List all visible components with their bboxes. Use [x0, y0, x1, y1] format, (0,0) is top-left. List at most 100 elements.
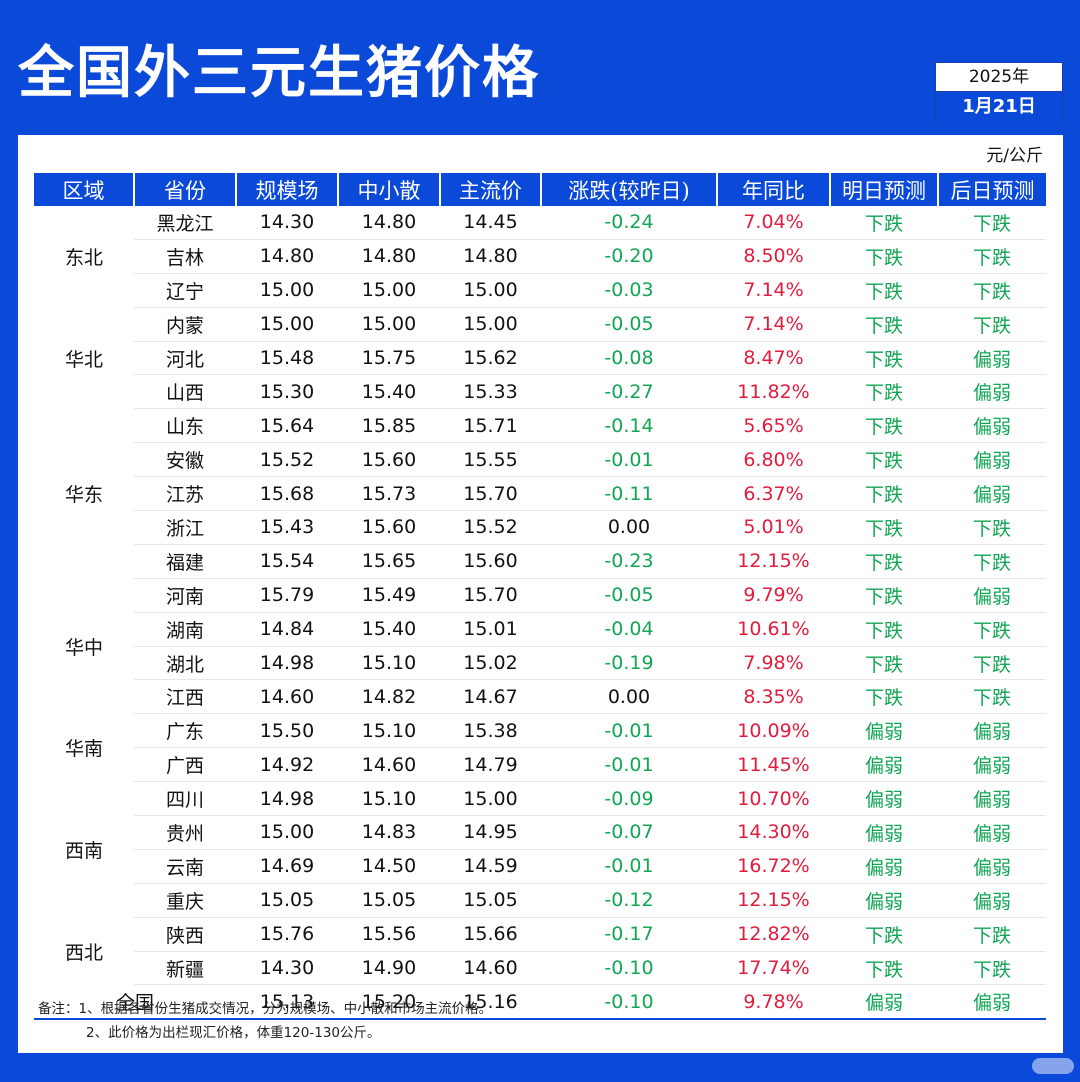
price-cell: 15.54	[236, 544, 338, 579]
price-cell: 14.98	[236, 646, 338, 681]
province-cell: 吉林	[134, 239, 236, 274]
column-header: 中小散	[338, 173, 441, 206]
yoy-cell: 9.79%	[717, 578, 830, 613]
forecast-after-cell: 下跌	[938, 239, 1046, 274]
table-row: 西北 陕西 15.76 15.56 15.66 -0.17 12.82% 下跌 下跌	[34, 917, 1046, 964]
change-cell: -0.01	[541, 747, 717, 783]
yoy-cell: 11.82%	[717, 374, 830, 410]
price-cell: 14.80	[338, 206, 440, 240]
price-cell: 14.80	[338, 239, 440, 274]
price-cell: 15.62	[440, 341, 541, 376]
province-cell: 新疆	[134, 951, 236, 986]
change-cell: 0.00	[541, 679, 717, 715]
price-cell: 15.00	[440, 781, 541, 817]
change-cell: -0.01	[541, 849, 717, 884]
forecast-tomorrow-cell: 下跌	[830, 273, 938, 308]
yoy-cell: 10.70%	[717, 781, 830, 817]
price-cell: 15.02	[440, 646, 541, 681]
yoy-cell: 10.61%	[717, 612, 830, 647]
forecast-after-cell: 偏弱	[938, 442, 1046, 478]
price-cell: 14.95	[440, 815, 541, 850]
price-cell: 15.49	[338, 578, 440, 613]
forecast-after-cell: 下跌	[938, 646, 1046, 681]
forecast-tomorrow-cell: 下跌	[830, 951, 938, 986]
price-cell: 15.52	[440, 510, 541, 545]
price-cell: 15.52	[236, 442, 338, 478]
date-box: 2025年 1月21日	[935, 62, 1063, 122]
change-cell: -0.07	[541, 815, 717, 850]
price-cell: 15.79	[236, 578, 338, 613]
forecast-after-cell: 偏弱	[938, 984, 1046, 1021]
national-label: 全国	[34, 984, 236, 1021]
price-cell: 15.00	[440, 273, 541, 308]
price-cell: 15.43	[236, 510, 338, 545]
price-cell: 15.60	[338, 442, 440, 478]
watermark-badge	[1032, 1058, 1074, 1074]
table-row: 河北 15.48 15.75 15.62 -0.08 8.47% 下跌 偏弱	[34, 341, 1046, 376]
table-row: 辽宁 15.00 15.00 15.00 -0.03 7.14% 下跌 下跌	[34, 273, 1046, 308]
forecast-after-cell: 偏弱	[938, 713, 1046, 749]
table-row: 湖南 14.84 15.40 15.01 -0.04 10.61% 下跌 下跌	[34, 612, 1046, 647]
table-row: 新疆 14.30 14.90 14.60 -0.10 17.74% 下跌 下跌	[34, 951, 1046, 986]
yoy-cell: 8.50%	[717, 239, 830, 274]
price-cell: 15.70	[440, 578, 541, 613]
province-cell: 安徽	[134, 442, 236, 478]
forecast-tomorrow-cell: 下跌	[830, 307, 938, 342]
price-cell: 15.05	[440, 883, 541, 918]
region-cell: 西北	[64, 941, 103, 964]
forecast-tomorrow-cell: 下跌	[830, 646, 938, 681]
price-cell: 15.73	[338, 476, 440, 512]
price-cell: 15.76	[236, 917, 338, 952]
unit-label: 元/公斤	[986, 146, 1043, 166]
province-cell: 四川	[134, 781, 236, 817]
price-cell: 14.59	[440, 849, 541, 884]
forecast-tomorrow-cell: 偏弱	[830, 781, 938, 817]
forecast-tomorrow-cell: 下跌	[830, 442, 938, 478]
table-row: 贵州 15.00 14.83 14.95 -0.07 14.30% 偏弱 偏弱	[34, 815, 1046, 850]
price-cell: 15.13	[236, 984, 338, 1021]
price-cell: 14.92	[236, 747, 338, 783]
table-row: 云南 14.69 14.50 14.59 -0.01 16.72% 偏弱 偏弱	[34, 849, 1046, 884]
forecast-after-cell: 下跌	[938, 510, 1046, 545]
forecast-tomorrow-cell: 下跌	[830, 544, 938, 579]
yoy-cell: 7.04%	[717, 206, 830, 240]
forecast-tomorrow-cell: 下跌	[830, 578, 938, 613]
table-row: 华东 山东 15.64 15.85 15.71 -0.14 5.65% 下跌 偏弱	[34, 408, 1046, 506]
forecast-after-cell: 下跌	[938, 679, 1046, 715]
change-cell: -0.08	[541, 341, 717, 376]
change-cell: -0.12	[541, 883, 717, 918]
date-year: 2025年	[936, 63, 1062, 92]
forecast-tomorrow-cell: 下跌	[830, 341, 938, 376]
change-cell: -0.27	[541, 374, 717, 410]
table-row: 吉林 14.80 14.80 14.80 -0.20 8.50% 下跌 下跌	[34, 239, 1046, 274]
change-cell: -0.14	[541, 408, 717, 444]
province-cell: 黑龙江	[134, 206, 236, 240]
forecast-tomorrow-cell: 下跌	[830, 510, 938, 545]
yoy-cell: 6.37%	[717, 476, 830, 512]
price-cell: 14.82	[338, 679, 440, 715]
table-row: 西南 四川 14.98 15.10 15.00 -0.09 10.70% 偏弱 偏弱	[34, 781, 1046, 862]
price-cell: 14.60	[338, 747, 440, 783]
table-row: 福建 15.54 15.65 15.60 -0.23 12.15% 下跌 下跌	[34, 544, 1046, 579]
price-cell: 15.10	[338, 781, 440, 817]
price-cell: 14.69	[236, 849, 338, 884]
change-cell: -0.10	[541, 984, 717, 1021]
price-cell: 15.00	[440, 307, 541, 342]
price-cell: 14.30	[236, 206, 338, 240]
note-line-2: 2、此价格为出栏现汇价格，体重120-130公斤。	[86, 1025, 381, 1041]
price-cell: 15.48	[236, 341, 338, 376]
price-cell: 14.80	[440, 239, 541, 274]
column-header: 年同比	[717, 173, 831, 206]
province-cell: 内蒙	[134, 307, 236, 342]
forecast-tomorrow-cell: 偏弱	[830, 713, 938, 749]
price-cell: 15.68	[236, 476, 338, 512]
table-row: 华南 广东 15.50 15.10 15.38 -0.01 10.09% 偏弱 偏弱	[34, 713, 1046, 760]
province-cell: 江西	[134, 679, 236, 715]
price-cell: 15.55	[440, 442, 541, 478]
forecast-tomorrow-cell: 下跌	[830, 612, 938, 647]
column-header: 主流价	[440, 173, 542, 206]
price-cell: 15.00	[236, 815, 338, 850]
change-cell: -0.01	[541, 442, 717, 478]
forecast-after-cell: 下跌	[938, 917, 1046, 952]
province-cell: 贵州	[134, 815, 236, 850]
